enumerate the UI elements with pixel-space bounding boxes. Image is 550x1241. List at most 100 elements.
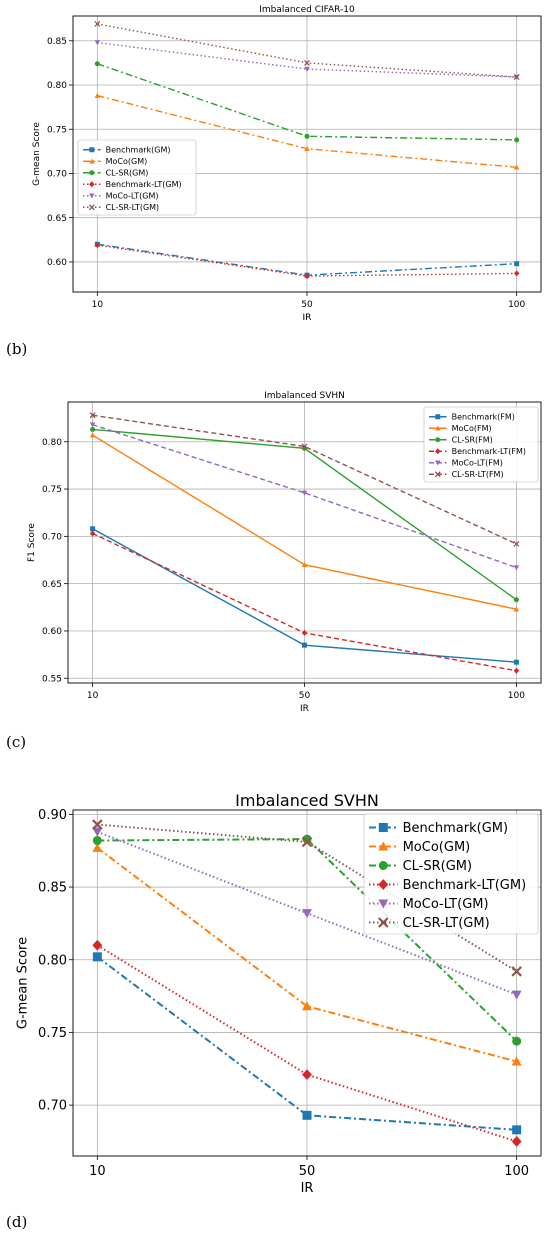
legend-label: CL-SR(GM) xyxy=(403,859,473,874)
data-point xyxy=(511,1136,522,1147)
panel-label-b: (b) xyxy=(6,340,28,358)
data-point xyxy=(304,59,310,66)
chart-title: Imbalanced SVHN xyxy=(235,791,379,810)
data-point xyxy=(511,1056,522,1066)
data-point xyxy=(92,842,103,852)
data-point xyxy=(301,490,308,496)
legend-marker xyxy=(435,425,441,431)
chart-svhn-f1: 0.55 0.60 0.65 0.70 0.75 0.80 10 50 100 Imbalance… xyxy=(27,391,542,714)
data-point xyxy=(301,443,308,450)
series-line xyxy=(96,944,517,1143)
x-tick-label: 10 xyxy=(89,1164,106,1179)
x-tick-label: 50 xyxy=(299,691,311,701)
data-point xyxy=(301,561,308,567)
legend-box xyxy=(363,813,539,935)
data-point xyxy=(302,1110,312,1120)
legend-label: MoCo-LT(GM) xyxy=(403,897,489,912)
data-point xyxy=(301,836,313,848)
y-tick-label: 0.55 xyxy=(42,674,62,684)
data-point xyxy=(89,422,96,428)
data-point xyxy=(513,164,520,170)
legend-marker xyxy=(435,437,441,443)
data-point xyxy=(512,1036,522,1046)
data-point xyxy=(511,990,522,1000)
data-point xyxy=(92,819,103,830)
data-point xyxy=(513,659,519,665)
data-point xyxy=(94,40,101,46)
legend-label: MoCo-LT(GM) xyxy=(106,192,159,201)
data-point xyxy=(92,827,103,837)
data-point xyxy=(304,133,310,139)
data-point xyxy=(89,432,96,438)
legend-label: Benchmark-LT(GM) xyxy=(106,180,182,189)
y-tick-label: 0.75 xyxy=(47,125,67,135)
y-tick-label: 0.60 xyxy=(47,258,67,268)
data-point xyxy=(92,836,102,846)
y-tick-label: 0.85 xyxy=(38,881,67,896)
y-tick-label: 0.80 xyxy=(42,438,62,448)
y-tick-label: 0.65 xyxy=(42,580,62,590)
data-point xyxy=(302,642,307,648)
legend-marker xyxy=(435,414,441,420)
legend-label: MoCo-LT(FM) xyxy=(452,459,503,468)
legend-marker xyxy=(378,917,389,928)
chart-cifar10-gmean: 0.60 0.65 0.70 0.75 0.80 0.85 10 50 100 Imbalance… xyxy=(32,5,542,323)
data-point xyxy=(94,21,101,27)
y-axis-label: F1 Score xyxy=(27,523,37,562)
legend-label: MoCo(FM) xyxy=(452,424,492,433)
y-tick-label: 0.75 xyxy=(42,485,62,495)
data-point xyxy=(513,565,520,571)
x-tick-label: 10 xyxy=(92,300,104,310)
data-point xyxy=(94,242,101,249)
y-tick-label: 0.80 xyxy=(47,81,67,91)
legend-marker xyxy=(378,823,388,832)
data-point xyxy=(90,526,96,532)
legend-label: CL-SR-LT(GM) xyxy=(403,916,490,931)
legend-box xyxy=(77,139,197,216)
y-axis-label: G-mean Score xyxy=(32,122,42,186)
legend-label: Benchmark(GM) xyxy=(403,821,508,836)
data-point xyxy=(94,92,101,98)
chart-title: Imbalanced SVHN xyxy=(264,391,345,401)
legend-marker xyxy=(435,460,441,466)
series-line xyxy=(96,847,517,1063)
legend-label: Benchmark-LT(GM) xyxy=(403,878,527,893)
data-point xyxy=(513,597,519,603)
panel-label-c: (c) xyxy=(6,733,27,751)
x-axis-label: IR xyxy=(303,313,312,323)
data-point xyxy=(512,1125,522,1135)
legend-marker xyxy=(378,879,389,890)
series-line xyxy=(92,424,517,569)
legend-label: CL-SR-LT(FM) xyxy=(452,470,504,479)
x-tick-label: 100 xyxy=(508,691,525,701)
legend-marker xyxy=(434,471,441,478)
data-point xyxy=(89,412,96,419)
data-point xyxy=(90,426,96,432)
y-tick-label: 0.70 xyxy=(38,1099,67,1114)
data-point xyxy=(301,629,308,636)
data-point xyxy=(513,270,520,277)
data-point xyxy=(302,1001,312,1011)
legend-label: CL-SR(FM) xyxy=(452,436,493,445)
legend-marker xyxy=(435,448,441,455)
data-point xyxy=(514,137,520,143)
data-point xyxy=(92,939,103,951)
data-point xyxy=(302,1069,312,1080)
data-point xyxy=(94,61,100,67)
data-point xyxy=(304,145,310,151)
data-point xyxy=(513,74,520,80)
data-point xyxy=(514,261,520,267)
data-point xyxy=(304,66,310,72)
legend-label: MoCo(GM) xyxy=(403,840,471,855)
x-axis-label: IR xyxy=(300,704,309,714)
y-tick-label: 0.90 xyxy=(38,808,67,823)
y-axis-label: G-mean Score xyxy=(16,937,31,1029)
x-tick-label: 100 xyxy=(504,1164,529,1179)
data-point xyxy=(511,966,522,977)
legend-label: Benchmark(GM) xyxy=(106,146,171,155)
legend-label: CL-SR-LT(GM) xyxy=(106,203,160,212)
data-point xyxy=(513,667,520,674)
data-point xyxy=(92,952,102,962)
legend-marker xyxy=(89,181,95,188)
legend-marker xyxy=(378,899,389,909)
